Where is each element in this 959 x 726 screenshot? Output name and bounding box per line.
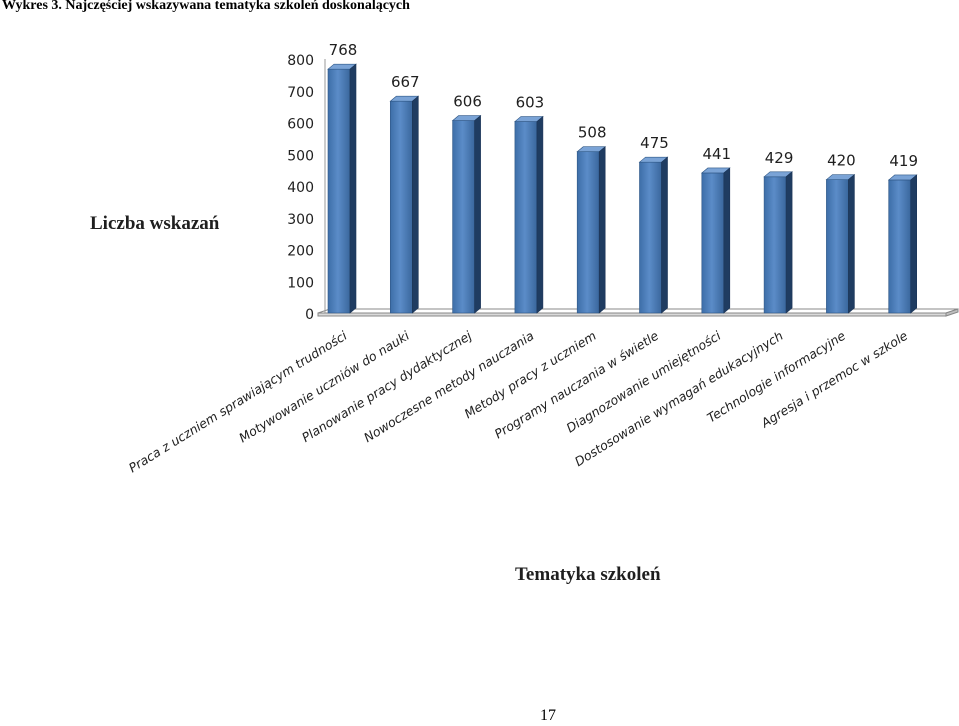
bars: 768 667 606 603 508 475 441 429 420 419 (327, 41, 918, 314)
bar-side (411, 95, 419, 314)
bar-front (639, 161, 662, 314)
bar-front (888, 179, 912, 314)
data-label: 606 (453, 93, 482, 111)
bar-front (701, 172, 725, 314)
data-label: 508 (578, 124, 607, 142)
category-label: Praca z uczniem sprawiającym trudności (126, 328, 350, 476)
bar-side (723, 167, 731, 314)
bar-side (598, 146, 606, 314)
bar-front (452, 120, 475, 314)
bar (763, 171, 793, 314)
bar (638, 156, 669, 314)
bar (887, 174, 918, 314)
bar (700, 167, 731, 314)
y-axis: 0 100 200 300 400 500 600 700 800 (287, 53, 314, 323)
x-axis-labels: Praca z uczniem sprawiającym trudnościMo… (126, 328, 911, 476)
data-label: 420 (827, 152, 856, 170)
bar (514, 115, 544, 314)
data-label: 603 (516, 94, 545, 112)
y-axis-title: Liczba wskazań (90, 213, 220, 234)
data-label: 475 (640, 134, 669, 152)
y-tick-label: 0 (305, 307, 314, 323)
data-label: 441 (702, 145, 731, 163)
bar-side (785, 171, 793, 314)
bar (389, 95, 420, 314)
bar-side (910, 174, 918, 314)
page-number: 17 (540, 707, 556, 724)
data-label: 419 (889, 152, 918, 170)
y-tick-label: 400 (287, 180, 314, 196)
bar-side (536, 115, 544, 314)
bar (825, 174, 856, 314)
figure-caption: Wykres 3. Najczęściej wskazywana tematyk… (2, 0, 410, 13)
floor-side (945, 308, 959, 317)
bar-side (848, 174, 855, 314)
y-tick-label: 200 (287, 244, 314, 260)
y-tick-label: 800 (287, 53, 314, 69)
y-tick-label: 300 (287, 212, 314, 228)
y-tick-label: 500 (287, 148, 314, 164)
data-label: 429 (765, 149, 794, 167)
y-tick-label: 100 (287, 275, 314, 291)
bar-side (349, 63, 357, 314)
bar-front (826, 179, 849, 314)
bar (451, 114, 482, 314)
y-tick-label: 600 (287, 117, 314, 133)
bar-front (763, 176, 787, 314)
bar-side (661, 156, 668, 314)
bar-side (474, 114, 481, 314)
y-tick-label: 700 (287, 85, 314, 101)
bar (576, 146, 607, 314)
bar-front (514, 121, 538, 314)
bar (327, 63, 357, 314)
bar-front (389, 100, 413, 314)
data-label: 667 (391, 73, 420, 91)
x-axis-title: Tematyka szkoleń (515, 564, 661, 585)
data-label: 768 (329, 41, 358, 59)
bar-front (327, 68, 351, 314)
bar-front (576, 151, 600, 314)
